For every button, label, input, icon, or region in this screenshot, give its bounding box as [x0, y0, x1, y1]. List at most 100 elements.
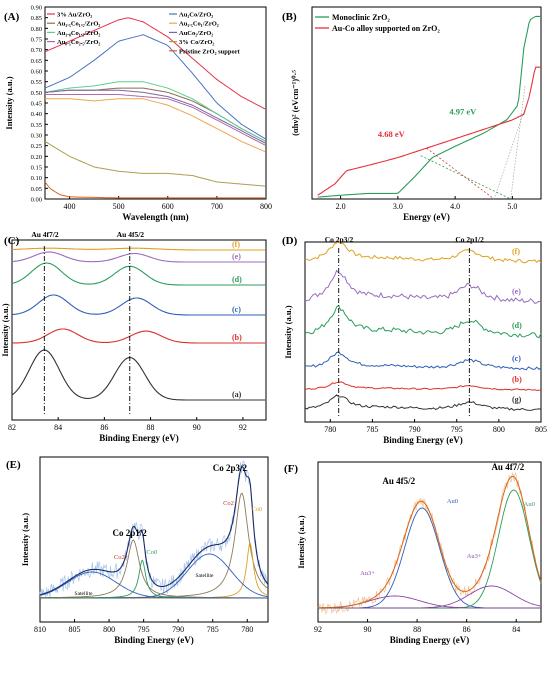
y-tick-label: 0.80	[31, 26, 42, 33]
annotation: 4.68 eV	[378, 129, 406, 139]
annotation: Co0	[251, 506, 262, 513]
x-tick-label: 90	[193, 423, 201, 432]
x-tick-label: 86	[100, 423, 108, 432]
panel-label: (D)	[282, 235, 298, 247]
fit-component-line	[318, 507, 541, 609]
series-line	[44, 87, 266, 142]
fit-component-line	[318, 489, 542, 609]
panel-label: (A)	[4, 11, 20, 23]
y-tick-label: 0.50	[31, 90, 42, 97]
annotation: Au 4f7/2	[31, 230, 59, 239]
x-tick-label: 400	[64, 202, 76, 211]
series-line	[11, 262, 266, 286]
series-label: (b)	[232, 333, 242, 342]
series-line	[11, 294, 266, 316]
x-tick-label: 795	[138, 625, 150, 634]
series-label: (c)	[512, 354, 521, 363]
series-line	[44, 81, 266, 142]
x-tick-label: 88	[413, 625, 421, 634]
series-label: (f)	[512, 247, 520, 256]
series-line	[44, 17, 266, 110]
panel-f: (F) 92 90 88 86 84 Binding Energy (eV) Intensit…	[284, 461, 542, 645]
x-tick-label: 805	[69, 625, 81, 634]
fit-component-line	[318, 585, 542, 609]
annotation: Au0	[524, 501, 535, 508]
x-tick-label: 4.0	[450, 202, 460, 211]
y-axis-label: Intensity (a.u.)	[4, 76, 14, 129]
y-axis-label: (αhν)² (eVcm⁻¹)⁰·⁵	[290, 70, 300, 136]
y-tick-label: 0.25	[31, 143, 42, 150]
series-line	[44, 181, 265, 199]
series-line	[304, 351, 542, 371]
panel-label: (F)	[284, 463, 298, 475]
x-tick-label: 3.0	[393, 202, 403, 211]
x-tick-label: 88	[147, 423, 155, 432]
x-tick-label: 790	[172, 625, 184, 634]
panel-label: (E)	[6, 459, 21, 471]
plot-frame	[317, 461, 542, 623]
series-label: (e)	[512, 287, 521, 296]
series-line	[11, 349, 266, 401]
x-axis-label: Energy (eV)	[403, 212, 450, 222]
annotation: Au 4f5/2	[117, 230, 145, 239]
series-label: (b)	[512, 375, 522, 384]
x-axis-label: Binding Energy (eV)	[114, 635, 194, 645]
x-tick-label: 785	[207, 625, 219, 634]
y-tick-label: 0.30	[31, 133, 42, 140]
series-label: (d)	[512, 321, 522, 330]
series-label: (f)	[232, 240, 240, 249]
y-tick-label: 0.15	[31, 165, 42, 172]
legend-entry: AuCo₂/ZrO₂	[179, 30, 213, 37]
envelope-line	[39, 465, 269, 596]
x-tick-label: 2.0	[336, 202, 346, 211]
plot-frame	[311, 6, 542, 200]
y-tick-label: 0.35	[31, 122, 42, 129]
x-axis-label: Binding Energy (eV)	[383, 435, 463, 445]
x-tick-label: 810	[34, 625, 46, 634]
x-tick-label: 700	[211, 202, 223, 211]
series-line	[44, 89, 266, 144]
series-line	[11, 251, 266, 263]
annotation: Au 4f7/2	[491, 462, 524, 472]
y-axis-label: Intensity (a.u.)	[0, 303, 10, 356]
y-tick-label: 0.65	[31, 58, 42, 65]
x-axis-label: Binding Energy (eV)	[99, 433, 179, 443]
y-tick-label: 0.60	[31, 69, 42, 76]
y-tick-label: 0.85	[31, 15, 42, 22]
annotation: Co2+	[114, 554, 129, 561]
y-axis-label: Intensity (a.u.)	[20, 513, 30, 566]
annotation: Au 4f5/2	[382, 476, 415, 486]
x-axis-label: Wavelength (nm)	[122, 212, 188, 222]
plot-frame	[11, 239, 267, 421]
y-tick-label: 0.10	[31, 175, 42, 182]
series-line	[304, 304, 542, 339]
series-label: (e)	[232, 252, 241, 261]
y-tick-label: 0.45	[31, 101, 42, 108]
series-line	[11, 247, 266, 251]
x-tick-label: 800	[260, 202, 272, 211]
series-label: (c)	[232, 305, 241, 314]
y-tick-label: 0.20	[31, 154, 42, 161]
annotation: Co 2p3/2	[213, 463, 248, 473]
series-label: (g)	[512, 395, 522, 404]
x-tick-label: 600	[162, 202, 174, 211]
legend-entry: Au₁.₈Co₁.₂/ZrO₂	[57, 30, 100, 37]
x-tick-label: 800	[103, 625, 115, 634]
x-tick-label: 800	[493, 425, 505, 434]
tangent-line	[426, 147, 495, 200]
x-tick-label: 5.0	[507, 202, 517, 211]
panel-d: (D) 780 785 790 795 800 805 Binding Energy (eV)…	[282, 235, 547, 445]
series-line	[304, 394, 542, 411]
legend-entry: Au₁.₅Co₁/ZrO₂	[179, 21, 219, 28]
annotation: Au3+	[360, 570, 375, 577]
y-tick-label: 0.90	[31, 5, 42, 12]
tangent-line	[510, 86, 526, 200]
x-tick-label: 805	[535, 425, 547, 434]
panel-e: (E) 810 805 800 795 790 785 780 Binding Energy (…	[6, 456, 269, 645]
legend-entry: Au₁.₅Co₁.₅/ZrO₂	[57, 21, 100, 28]
legend-entry: 3% Au/ZrO₂	[57, 12, 92, 19]
plot-frame	[39, 456, 269, 623]
x-tick-label: 790	[409, 425, 421, 434]
x-tick-label: 86	[463, 625, 471, 634]
